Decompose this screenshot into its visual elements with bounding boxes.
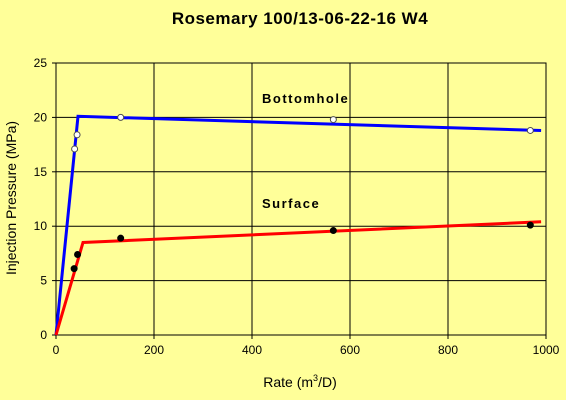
y-tick-label: 20: [34, 110, 48, 124]
x-axis-label: Rate (m3/D): [263, 373, 336, 390]
x-axis-label-sup: 3: [313, 373, 318, 383]
x-tick-label: 200: [144, 343, 164, 357]
x-tick-label: 1000: [533, 343, 560, 357]
y-tick-label: 10: [34, 219, 48, 233]
x-axis-label-end: /D): [318, 374, 337, 390]
surface-point: [526, 221, 534, 229]
x-tick-label: 600: [340, 343, 360, 357]
surface-point: [70, 265, 78, 273]
points-layer: [70, 113, 534, 273]
y-tick-label: 15: [34, 165, 48, 179]
y-tick-label: 5: [40, 274, 47, 288]
bottomhole-point: [329, 116, 337, 124]
x-tick-label: 400: [242, 343, 262, 357]
y-ticks-layer: 0 5 10 15 20 25: [34, 56, 56, 342]
bottomhole-point: [71, 145, 79, 153]
bottomhole-point: [117, 113, 125, 121]
annotation-bottomhole: Bottomhole: [262, 91, 349, 106]
plot-area: [55, 62, 547, 336]
x-axis-label-main: Rate (m: [263, 374, 313, 390]
surface-point: [74, 250, 82, 258]
surface-point: [329, 227, 337, 235]
y-axis-label: Injection Pressure (MPa): [3, 121, 19, 275]
bottomhole-point: [526, 126, 534, 134]
surface-fit-line: [54, 220, 542, 336]
plot-frame: [55, 62, 547, 336]
annotation-surface: Surface: [262, 196, 320, 211]
chart-title: Rosemary 100/13-06-22-16 W4: [172, 9, 428, 28]
y-tick-label: 0: [40, 328, 47, 342]
fit-lines-layer: [54, 114, 542, 336]
bottomhole-point: [73, 131, 81, 139]
y-tick-label: 25: [34, 56, 48, 70]
bottomhole-fit-line: [54, 114, 542, 336]
x-ticks-layer: 0 200 400 600 800 1000: [53, 335, 560, 357]
x-tick-label: 800: [438, 343, 458, 357]
x-tick-label: 0: [53, 343, 60, 357]
surface-point: [117, 234, 125, 242]
